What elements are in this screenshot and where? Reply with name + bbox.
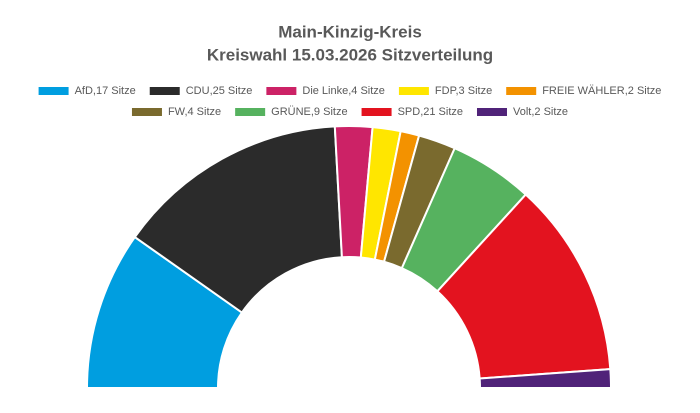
legend-swatch xyxy=(149,87,180,95)
legend-item: GRÜNE,9 Sitze xyxy=(235,106,348,118)
legend-item: FW,4 Sitze xyxy=(131,106,221,118)
legend-label: AfD,17 Sitze xyxy=(75,85,136,97)
legend-swatch xyxy=(476,108,507,116)
legend-item: FREIE WÄHLER,2 Sitze xyxy=(506,85,661,97)
chart-subtitle: Kreiswahl 15.03.2026 Sitzverteilung xyxy=(207,45,493,64)
legend-item: AfD,17 Sitze xyxy=(38,85,136,97)
legend-swatch xyxy=(398,87,429,95)
legend-swatch xyxy=(131,108,162,116)
legend-label: GRÜNE,9 Sitze xyxy=(271,106,347,118)
legend-swatch xyxy=(38,87,69,95)
legend-label: FDP,3 Sitze xyxy=(435,85,492,97)
legend-label: CDU,25 Sitze xyxy=(186,85,253,97)
legend-label: SPD,21 Sitze xyxy=(398,106,463,118)
legend-label: FREIE WÄHLER,2 Sitze xyxy=(542,85,661,97)
legend-item: Die Linke,4 Sitze xyxy=(266,85,385,97)
legend-item: SPD,21 Sitze xyxy=(361,106,463,118)
segment xyxy=(133,125,343,314)
legend-item: FDP,3 Sitze xyxy=(398,85,492,97)
legend-label: Volt,2 Sitze xyxy=(513,106,568,118)
segment xyxy=(478,368,613,389)
legend-swatch xyxy=(266,87,297,95)
legend-item: CDU,25 Sitze xyxy=(149,85,253,97)
legend-swatch xyxy=(506,87,537,95)
legend-item: Volt,2 Sitze xyxy=(476,106,568,118)
chart-title: Main-Kinzig-Kreis xyxy=(278,22,422,41)
legend-swatch xyxy=(235,108,266,116)
legend-label: Die Linke,4 Sitze xyxy=(302,85,385,97)
legend-swatch xyxy=(361,108,392,116)
legend-label: FW,4 Sitze xyxy=(168,106,221,118)
